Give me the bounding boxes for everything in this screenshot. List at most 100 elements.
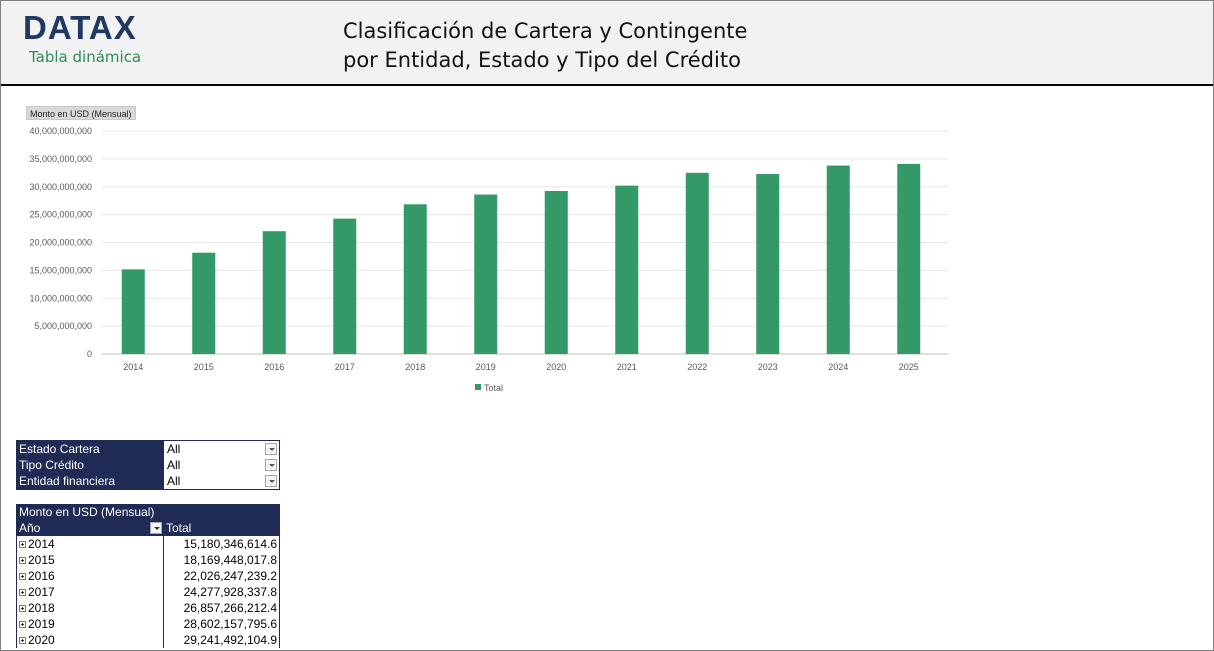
x-tick-label: 2023 [758,362,778,372]
filter-value-text: All [167,458,181,472]
pivot-body: 2014 15,180,346,614.6 2015 18,169,448,017.8… [17,536,279,648]
table-row: 2017 24,277,928,337.8 [17,584,279,600]
table-row: 2015 18,169,448,017.8 [17,552,279,568]
bar-2015 [192,252,216,354]
bar-2023 [756,173,780,354]
datax-logo: DATAX [23,9,137,46]
pivot-year-cell[interactable]: 2018 [17,600,164,616]
dropdown-arrow-icon[interactable] [265,475,277,487]
pivot-year-label: 2019 [28,617,55,631]
pivot-total-cell: 28,602,157,795.6 [183,617,277,631]
filter-value-text: All [167,442,181,456]
filter-row-tipo: Tipo Crédito All [17,457,279,473]
y-tick-label: 0 [87,349,92,359]
pivot-year-label: 2016 [28,569,55,583]
pivot-col-header: Total [166,521,192,535]
x-tick-label: 2025 [899,362,919,372]
bar-2025 [897,163,921,354]
expand-plus-icon[interactable] [19,588,26,596]
bar-2014 [121,269,145,354]
y-tick-label: 15,000,000,000 [29,265,92,275]
table-row: 2018 26,857,266,212.4 [17,600,279,616]
pivot-total-cell: 22,026,247,239.2 [183,569,277,583]
filter-value-text: All [167,474,181,488]
pivot-year-label: 2020 [28,633,55,647]
pivot-total-cell: 26,857,266,212.4 [183,601,277,615]
bar-2024 [826,165,850,354]
bar-2018 [403,204,427,354]
y-tick-label: 35,000,000,000 [29,154,92,164]
bar-chart: 0 5,000,000,000 10,000,000,000 15,000,000,0… [18,103,958,403]
pivot-year-label: 2015 [28,553,55,567]
x-tick-label: 2022 [687,362,707,372]
bar-chart-svg: 0 5,000,000,000 10,000,000,000 15,000,000,0… [29,126,948,393]
table-row: 2014 15,180,346,614.6 [17,536,279,552]
filter-dropdown-icon[interactable] [150,522,162,534]
filter-row-entidad: Entidad financiera All [17,473,279,489]
filter-value-entidad[interactable]: All [164,473,279,489]
filter-label: Estado Cartera [17,441,164,457]
pivot-total-cell: 15,180,346,614.6 [183,537,277,551]
filter-panel: Estado Cartera All Tipo Crédito All Enti… [16,440,280,490]
logo-subtitle: Tabla dinámica [29,48,142,66]
pivot-year-label: 2014 [28,537,55,551]
expand-plus-icon[interactable] [19,620,26,628]
chart-field-button[interactable]: Monto en USD (Mensual) [26,106,136,120]
pivot-year-label: 2018 [28,601,55,615]
page-title: Clasificación de Cartera y Contingente p… [343,17,747,75]
y-tick-label: 40,000,000,000 [29,126,92,136]
pivot-year-cell[interactable]: 2015 [17,552,164,568]
pivot-total-cell: 29,241,492,104.9 [183,633,277,647]
pivot-year-cell[interactable]: 2016 [17,568,164,584]
y-tick-label: 20,000,000,000 [29,238,92,248]
pivot-total-cell: 24,277,928,337.8 [183,585,277,599]
pivot-header-row: Año Total [17,520,279,536]
pivot-row-header-label: Año [19,521,41,535]
filter-value-estado[interactable]: All [164,441,279,457]
filter-label: Entidad financiera [17,473,164,489]
pivot-table: Monto en USD (Mensual) Año Total 2014 15,… [16,504,280,648]
legend-swatch [475,384,481,390]
x-tick-label: 2021 [617,362,637,372]
filter-value-tipo[interactable]: All [164,457,279,473]
table-row: 2020 29,241,492,104.9 [17,632,279,648]
pivot-total-cell: 18,169,448,017.8 [183,553,277,567]
y-tick-label: 30,000,000,000 [29,182,92,192]
bar-2016 [262,231,286,354]
bar-2020 [544,190,568,354]
x-tick-label: 2019 [476,362,496,372]
filter-row-estado: Estado Cartera All [17,441,279,457]
bar-2022 [685,172,709,354]
pivot-year-cell[interactable]: 2017 [17,584,164,600]
y-tick-label: 10,000,000,000 [29,293,92,303]
pivot-measure-row: Monto en USD (Mensual) [17,504,279,520]
pivot-row-header: Año [17,520,164,536]
page-title-line2: por Entidad, Estado y Tipo del Crédito [343,48,741,72]
legend-label: Total [484,383,503,393]
y-tick-label: 25,000,000,000 [29,210,92,220]
table-row: 2016 22,026,247,239.2 [17,568,279,584]
pivot-year-cell[interactable]: 2020 [17,632,164,648]
bar-2019 [474,194,498,354]
header-band: DATAX Tabla dinámica Clasificación de Ca… [1,1,1213,86]
pivot-measure-empty [164,504,279,520]
x-tick-label: 2016 [264,362,284,372]
pivot-year-cell[interactable]: 2014 [17,536,164,552]
bar-2017 [333,218,357,354]
dropdown-arrow-icon[interactable] [265,443,277,455]
y-tick-label: 5,000,000,000 [34,321,92,331]
expand-plus-icon[interactable] [19,604,26,612]
pivot-year-cell[interactable]: 2019 [17,616,164,632]
expand-plus-icon[interactable] [19,556,26,564]
expand-plus-icon[interactable] [19,540,26,548]
page-title-line1: Clasificación de Cartera y Contingente [343,19,748,43]
dropdown-arrow-icon[interactable] [265,459,277,471]
table-row: 2019 28,602,157,795.6 [17,616,279,632]
bar-2021 [615,185,639,354]
x-tick-label: 2017 [335,362,355,372]
pivot-measure-label: Monto en USD (Mensual) [17,504,164,520]
expand-plus-icon[interactable] [19,572,26,580]
expand-plus-icon[interactable] [19,636,26,644]
x-tick-label: 2024 [828,362,848,372]
x-tick-label: 2015 [194,362,214,372]
